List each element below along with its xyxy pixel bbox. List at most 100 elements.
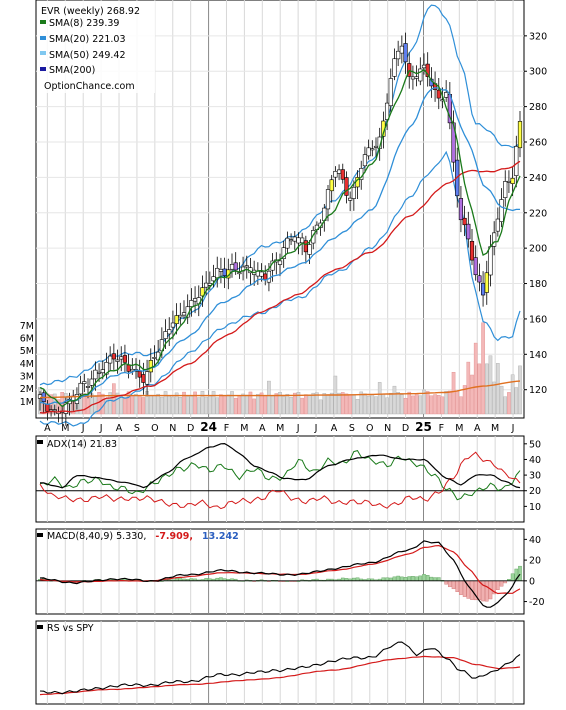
volume-bar [285, 393, 290, 415]
volume-bar [377, 382, 382, 415]
volume-bar [311, 392, 316, 415]
volume-bar [241, 393, 245, 415]
price-tick-label: 240 [529, 173, 547, 184]
price-tick-label: 300 [529, 67, 547, 78]
macd-histogram-bar [352, 577, 356, 582]
candle-body [510, 177, 515, 184]
candle-body [229, 264, 235, 270]
x-tick-label: J [81, 423, 85, 434]
candle-body [296, 237, 301, 244]
candle-body [396, 50, 401, 60]
volume-bar [171, 396, 175, 415]
candle-body [370, 148, 375, 151]
bollinger-upper [39, 4, 521, 386]
candle-body [122, 355, 128, 363]
volume-bar [366, 395, 371, 415]
macd-tick-label: 0 [529, 576, 535, 587]
candle-body [96, 371, 102, 374]
volume-bar [470, 374, 474, 415]
candle-body [63, 402, 68, 414]
volume-bar [267, 380, 271, 415]
candle-body [148, 360, 153, 373]
candle-body [85, 386, 91, 388]
volume-bar [278, 392, 282, 415]
volume-bar [315, 392, 319, 415]
candle-body [200, 287, 205, 297]
candle-body [259, 271, 264, 277]
volume-bar [82, 393, 87, 415]
volume-bar [359, 391, 364, 415]
bollinger-lower [39, 150, 521, 427]
macd-histogram-bar [429, 576, 434, 582]
price-tick-label: 120 [529, 385, 547, 396]
macd-signal-line [39, 544, 521, 595]
volume-bar [337, 392, 341, 415]
volume-bar [222, 395, 227, 415]
volume-bar [252, 398, 256, 415]
x-tick-label: M [455, 423, 463, 434]
macd-legend: MACD(8,40,9) 5.330, -7.909, 13.242 [37, 531, 239, 542]
candle-body [167, 329, 172, 335]
candle-body [218, 269, 224, 272]
x-tick-label: O [151, 423, 158, 434]
candle-body [307, 244, 312, 255]
volume-bar [492, 381, 496, 415]
volume-bar [123, 397, 127, 415]
candle-body [348, 197, 353, 201]
candle-body [111, 353, 116, 360]
candle-body [285, 237, 290, 249]
volume-bar [329, 392, 334, 415]
macd-histogram-bar [215, 577, 220, 582]
candle-body [300, 237, 305, 244]
x-tick-label: 25 [415, 420, 432, 434]
volume-bar [196, 397, 201, 415]
volume-bar [304, 394, 308, 415]
volume-bar [499, 385, 504, 415]
legend-sma50: SMA(50) 249.42 [49, 50, 126, 61]
volume-bar [263, 395, 268, 415]
candle-body [418, 68, 423, 82]
candle-body [288, 239, 294, 242]
volume-bar [244, 394, 249, 415]
rs-label: RS vs SPY [47, 623, 94, 634]
macd-histogram-bar [381, 577, 386, 582]
candle-body [403, 43, 408, 63]
macd-histogram-bar [444, 580, 448, 585]
volume-bar [318, 399, 323, 415]
di-minus-line [39, 451, 521, 510]
candle-body [115, 359, 120, 362]
x-tick-label: N [169, 423, 176, 434]
x-tick-label: M [491, 423, 499, 434]
volume-bar [115, 392, 120, 415]
x-tick-label: S [134, 423, 140, 434]
macd-line [39, 540, 521, 608]
candle-body [189, 300, 194, 307]
candle-body [233, 262, 238, 271]
volume-bar [326, 394, 330, 415]
volume-bar [148, 395, 153, 415]
rs-legend: RS vs SPY [37, 623, 94, 634]
macd-histogram-bar [178, 577, 183, 582]
volume-bar [256, 394, 260, 415]
macd-tick-label: -20 [529, 597, 545, 608]
candle-body [480, 282, 486, 296]
adx-swatch [37, 440, 43, 444]
price-tick-label: 320 [529, 31, 547, 42]
candles [37, 32, 523, 426]
candle-body [82, 381, 87, 384]
rs-swatch [37, 625, 43, 629]
macd-histogram-bar [392, 576, 397, 582]
volume-bar [104, 398, 109, 415]
x-tick-label: J [511, 423, 515, 434]
volume-bar [355, 399, 360, 415]
candle-body [458, 198, 464, 221]
volume-bar [178, 396, 183, 415]
price-tick-label: 280 [529, 102, 547, 113]
price-tick-label: 140 [529, 350, 547, 361]
macd-histogram-bar [459, 580, 463, 595]
x-tick-label: A [331, 423, 338, 434]
candle-body [244, 265, 249, 268]
macd-histogram-bar [403, 577, 408, 582]
svg-text:MACD(8,40,9) 5.330, -7: MACD(8,40,9) 5.330, -7.909, 13.242 [47, 531, 239, 542]
candle-body [45, 404, 50, 412]
